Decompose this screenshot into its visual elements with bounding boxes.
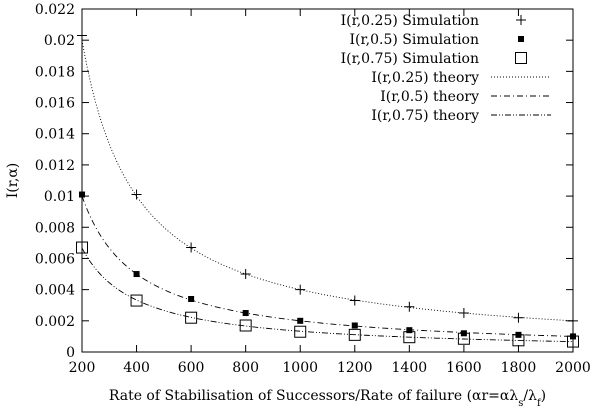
y-tick-label: 0.02	[44, 33, 75, 49]
y-tick-label: 0.004	[35, 283, 75, 299]
x-axis-label-sub-s: s	[518, 398, 523, 409]
y-tick-label: 0.002	[35, 314, 75, 330]
point-marker-plus	[186, 242, 197, 253]
point-marker-open-square	[239, 319, 252, 332]
point-marker-open-square	[185, 311, 198, 324]
series-line	[81, 247, 574, 343]
theory-curves	[81, 40, 574, 343]
point-marker-filled-square	[133, 271, 140, 278]
y-tick-label: 0.006	[35, 251, 75, 267]
x-axis-label-mid: /λ	[523, 388, 537, 404]
plot-frame	[81, 8, 574, 353]
x-tick-label: 800	[232, 360, 259, 376]
point-marker-open-square	[130, 294, 143, 307]
x-axis-label-sub-f: f	[537, 398, 542, 409]
point-marker-plus	[131, 189, 142, 200]
legend-entry-label: I(r,0.5) Simulation	[349, 32, 479, 48]
y-tick-label: 0.018	[35, 64, 75, 80]
x-axis-label: Rate of Stabilisation of Successors/Rate…	[109, 388, 546, 409]
point-marker-filled-square	[242, 310, 249, 317]
y-tick-label: 0.014	[35, 127, 75, 143]
y-tick-label: 0.016	[35, 96, 75, 112]
x-tick-label: 1000	[282, 360, 318, 376]
legend-entry-label: I(r,0.25) Simulation	[341, 13, 479, 29]
point-marker-open-square	[403, 331, 416, 344]
x-tick-label: 400	[123, 360, 150, 376]
y-tick-label: 0.012	[35, 158, 75, 174]
point-marker-open-square	[515, 52, 527, 64]
point-marker-open-square	[457, 332, 470, 345]
series-line	[81, 195, 574, 337]
point-marker-plus	[516, 15, 526, 25]
x-tick-label: 1800	[501, 360, 537, 376]
y-tick-label: 0	[66, 345, 75, 361]
legend-entry-label: I(r,0.25) theory	[371, 70, 479, 86]
x-axis-label-end: )	[541, 388, 546, 404]
point-marker-filled-square	[351, 322, 358, 329]
point-marker-filled-square	[297, 317, 304, 324]
point-marker-filled-square	[406, 327, 413, 334]
point-marker-plus	[458, 308, 469, 319]
axis-ticks: 200 400 600 800 1000 1200 1400 1600 1800 2000 0 0.0…	[35, 2, 591, 376]
y-axis-label: I(r,α)	[5, 163, 21, 199]
x-axis-label-main: Rate of Stabilisation of Successors/Rate…	[109, 388, 518, 404]
x-tick-label: 2000	[555, 360, 591, 376]
point-marker-plus	[295, 284, 306, 295]
legend: I(r,0.25) Simulation I(r,0.5) Simulation I…	[341, 13, 551, 124]
point-marker-plus	[349, 295, 360, 306]
legend-entry-label: I(r,0.75) Simulation	[341, 51, 479, 67]
x-tick-label: 200	[69, 360, 96, 376]
point-marker-plus	[404, 301, 415, 312]
point-marker-open-square	[294, 325, 307, 338]
x-tick-label: 1600	[446, 360, 482, 376]
x-tick-label: 1400	[392, 360, 428, 376]
point-marker-filled-square	[188, 295, 195, 302]
point-marker-plus	[513, 312, 524, 323]
x-tick-label: 600	[178, 360, 205, 376]
series-line	[81, 40, 574, 322]
x-tick-label: 1200	[337, 360, 373, 376]
y-tick-label: 0.022	[35, 2, 75, 18]
legend-entry-label: I(r,0.75) theory	[371, 108, 479, 124]
legend-entry-label: I(r,0.5) theory	[380, 89, 479, 105]
point-marker-open-square	[348, 328, 361, 341]
y-tick-label: 0.01	[44, 189, 75, 205]
y-tick-label: 0.008	[35, 220, 75, 236]
point-marker-filled-square	[518, 36, 524, 42]
point-marker-plus	[240, 269, 251, 280]
simulation-points	[76, 30, 579, 348]
